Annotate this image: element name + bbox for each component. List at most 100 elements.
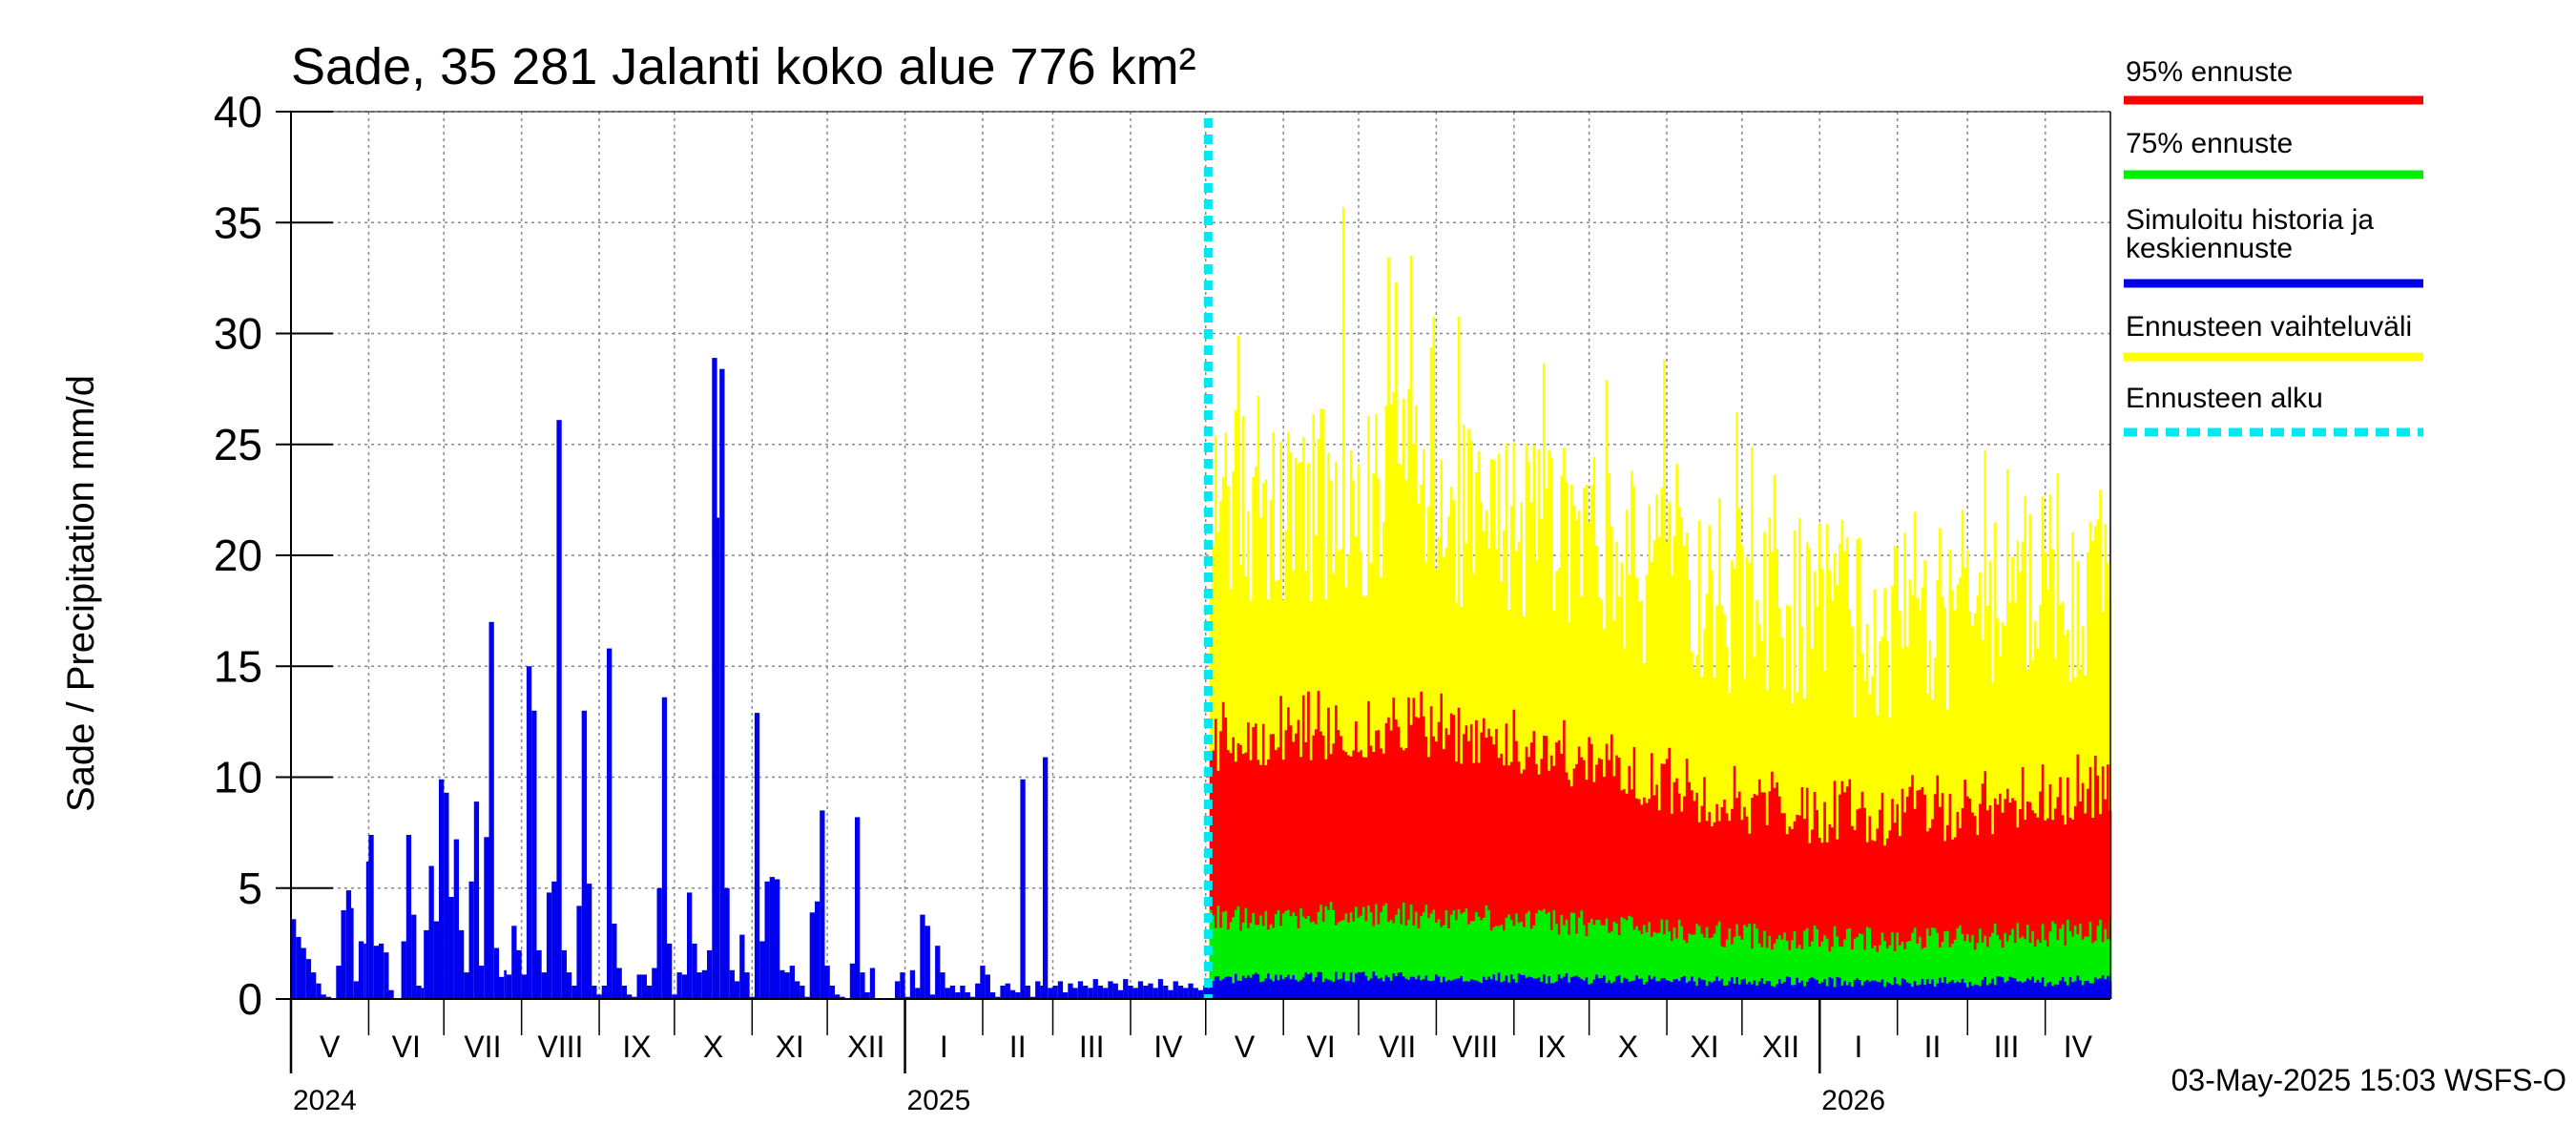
history-bar [428,865,434,999]
month-label: III [1079,1030,1105,1064]
history-bar [717,517,720,999]
history-bar [849,963,856,999]
history-bar [729,969,735,999]
y-tick-label: 0 [238,974,262,1024]
history-bar [401,941,406,999]
y-tick-label: 15 [214,641,262,691]
history-bar [621,986,627,999]
history-bar [405,835,412,999]
history-bar [1009,989,1016,999]
history-bar [1157,979,1164,999]
history-bar [345,890,352,999]
history-bar [1143,986,1149,999]
history-bar [935,946,941,999]
history-bar [969,996,976,999]
history-bar [1040,986,1043,999]
history-bar [1068,983,1073,999]
history-bar [1117,989,1124,999]
history-bar [744,972,750,999]
history-bar [895,981,901,999]
history-bar [601,986,607,999]
history-bar [955,992,961,999]
history-bar [949,986,956,999]
history-bar [795,981,800,999]
history-bar [789,966,795,999]
history-bar [566,972,572,999]
history-bar [835,994,841,999]
history-bar [687,892,693,999]
y-tick-label: 25 [214,420,262,469]
history-bar [516,949,522,999]
history-bar [1077,981,1084,999]
year-label: 2025 [907,1085,971,1116]
history-bar [459,929,465,999]
history-bar [453,839,459,999]
history-bar [479,966,485,999]
month-label: XI [1690,1030,1718,1064]
month-label: XII [847,1030,884,1064]
history-bar [820,810,825,999]
history-bar [468,881,474,999]
history-bar [824,966,830,999]
axes [290,111,2111,1073]
month-label: X [703,1030,723,1064]
month-label: IX [622,1030,651,1064]
timestamp: 03-May-2025 15:03 WSFS-O [2171,1063,2566,1097]
history-bar [321,994,326,999]
history-bar [989,992,996,999]
history-bar [1020,779,1026,999]
history-bar [1052,986,1058,999]
legend-label: 75% ennuste [2126,128,2293,159]
history-bar [667,943,673,999]
history-bar [779,969,785,999]
history-bar [754,713,760,999]
history-bar [1103,988,1109,999]
history-bar [592,986,597,999]
history-bar [521,974,527,999]
history-bar [581,710,587,1000]
history-bar [411,914,417,999]
month-label: II [1009,1030,1027,1064]
history-bar [864,992,870,999]
history-bar [1177,986,1184,999]
history-bar [945,988,950,999]
history-bar [940,972,945,999]
history-bar [511,926,517,999]
history-bar [860,972,865,999]
history-bar [316,983,322,999]
history-bar [904,996,910,999]
history-bar [473,802,480,999]
history-bar [749,996,755,999]
history-bar [804,996,810,999]
history-bar [929,994,936,999]
history-bar [424,929,429,999]
history-bar [734,981,740,999]
history-bar [719,368,725,999]
y-tick-label: 40 [214,87,262,136]
x-axis-month-labels: V VI VII VIII IX X XI XII I II III IV V VI VII VIII IX X X… [289,999,2093,1116]
history-bar [464,972,469,999]
history-bar [571,986,577,999]
month-label: IV [1153,1030,1183,1064]
y-tick-label: 20 [214,531,262,580]
history-bar [301,947,306,999]
history-bar [607,648,613,999]
month-label: IX [1537,1030,1566,1064]
history-bar [439,779,445,999]
history-bar [296,936,301,999]
history-bar [1168,989,1174,999]
history-bar [1188,983,1194,999]
y-axis-label: Sade / Precipitation mm/d [60,375,102,812]
history-bar [915,988,921,999]
history-bar [1197,989,1204,999]
history-bar [815,901,821,999]
history-bar [499,976,505,1000]
history-bar [488,621,494,1000]
y-tick-label: 35 [214,198,262,247]
history-bar [325,996,332,999]
chart-title: Sade, 35 281 Jalanti koko alue 776 km² [291,38,1196,95]
history-bar [1015,992,1021,999]
history-bar [541,972,547,999]
history-bar [353,981,359,999]
history-bar [985,974,990,999]
